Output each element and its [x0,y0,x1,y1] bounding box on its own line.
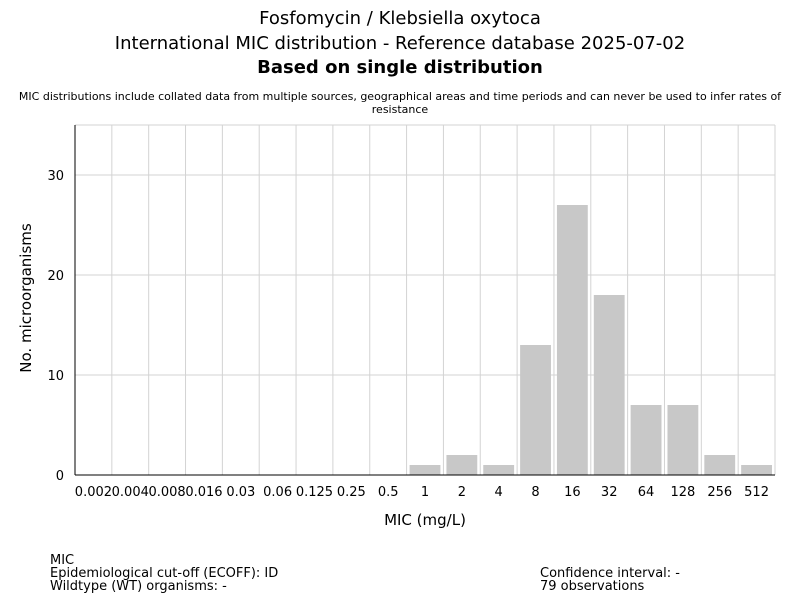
chart-subtitle: International MIC distribution - Referen… [114,33,686,54]
chart-title: Fosfomycin / Klebsiella oxytoca [259,8,541,29]
mic-bar-chart: 0 10 20 30 0.002 0.004 0.008 0.016 0.03 0.06 0.125… [17,124,776,529]
bar-512 [741,465,772,475]
x-tick-label: 16 [564,485,581,500]
footer-left: MIC Epidemiological cut-off (ECOFF): ID … [50,554,278,593]
x-tick-label: 32 [601,485,618,500]
x-tick-label: 0.25 [337,485,366,500]
grid-layer [75,124,776,475]
bar-1 [409,465,441,475]
x-tick-label: 0.016 [185,485,222,500]
y-axis-title: No. microorganisms [17,223,35,373]
x-tick-label: 1 [421,485,429,500]
y-tick-label: 0 [56,469,64,484]
x-tick-label: 0.008 [148,485,185,500]
axis-layer [74,125,775,476]
x-tick-label: 0.125 [296,485,333,500]
bar-layer [409,205,772,475]
chart-method: Based on single distribution [257,57,543,78]
footer-confidence: Confidence interval: - [540,566,680,581]
x-axis-title: MIC (mg/L) [384,511,466,529]
bar-16 [556,205,588,475]
x-tick-label: 128 [670,485,695,500]
y-tick-label: 20 [47,269,64,284]
x-tick-label: 2 [458,485,466,500]
y-tick-label: 30 [47,169,64,184]
x-tick-label: 4 [495,485,503,500]
x-tick-label: 8 [531,485,539,500]
x-tick-label: 0.002 [75,485,112,500]
x-tick-label: 0.5 [378,485,399,500]
x-tick-label: 0.03 [226,485,255,500]
x-tick-label: 512 [744,485,769,500]
bar-256 [704,455,736,475]
footer-right: Confidence interval: - 79 observations [540,567,680,593]
footer-observations: 79 observations [540,579,645,594]
bar-32 [593,295,625,475]
y-tick-label: 10 [47,369,64,384]
x-tick-label: 256 [707,485,732,500]
x-tick-label: 0.004 [112,485,149,500]
label-layer: 0 10 20 30 0.002 0.004 0.008 0.016 0.03 0.06 0.125… [17,169,769,529]
x-tick-label: 64 [638,485,655,500]
footer-mic-label: MIC [50,553,75,568]
disclaimer-text: MIC distributions include collated data … [18,90,782,116]
bar-64 [630,405,662,475]
bar-8 [520,345,551,475]
footer-ecoff: Epidemiological cut-off (ECOFF): ID [50,566,279,581]
x-tick-label: 0.06 [263,485,292,500]
bar-4 [483,465,515,475]
bar-128 [667,405,699,475]
footer-wildtype: Wildtype (WT) organisms: - [50,579,227,594]
bar-2 [446,455,478,475]
